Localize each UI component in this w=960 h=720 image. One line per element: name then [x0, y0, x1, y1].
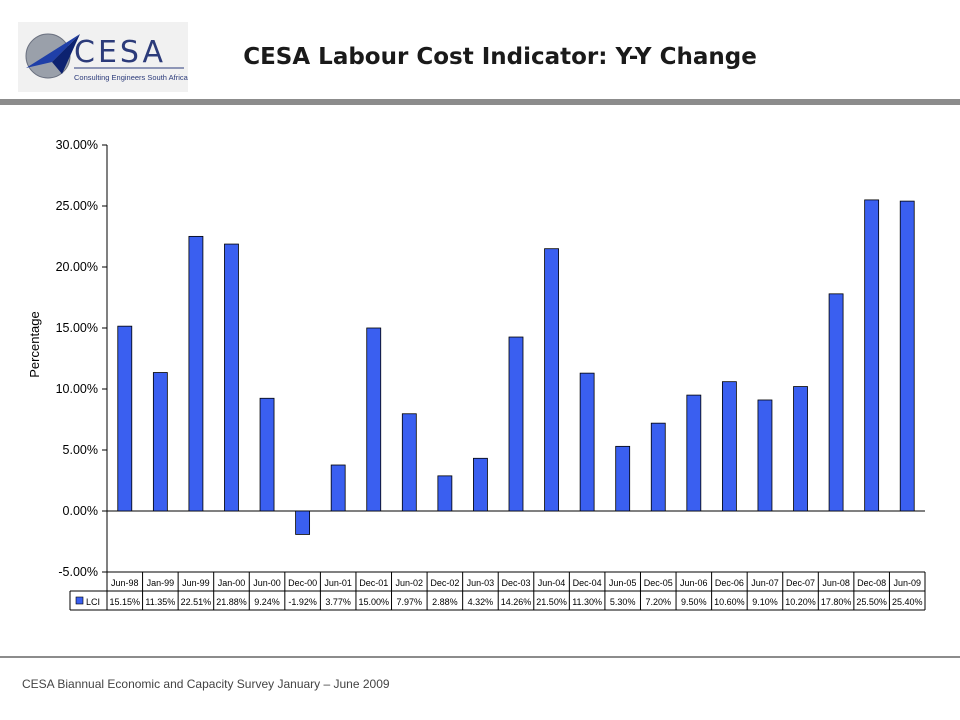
x-tick-label: Jun-08	[822, 578, 850, 588]
bar	[686, 394, 702, 512]
data-label: 11.35%	[145, 597, 175, 607]
bar	[259, 397, 275, 512]
data-label: 25.50%	[856, 597, 887, 607]
data-label: -1.92%	[288, 597, 317, 607]
bar	[899, 200, 915, 512]
data-label: 10.20%	[785, 597, 816, 607]
x-tick-label: Jun-09	[893, 578, 921, 588]
logo-text: CESA	[74, 35, 166, 70]
y-tick-label: -5.00%	[58, 565, 98, 579]
bar	[544, 248, 559, 512]
y-tick-label: 15.00%	[56, 321, 98, 335]
data-label: 14.26%	[501, 597, 532, 607]
bar	[152, 372, 168, 512]
x-tick-label: Dec-03	[501, 578, 530, 588]
bar	[793, 386, 808, 512]
footer-text: CESA Biannual Economic and Capacity Surv…	[22, 677, 390, 691]
bar	[224, 243, 239, 512]
header-divider	[0, 99, 960, 105]
y-tick-label: 25.00%	[56, 199, 98, 213]
data-label: 11.30%	[572, 597, 602, 607]
data-label: 22.51%	[181, 597, 212, 607]
x-tick-label: Dec-02	[430, 578, 459, 588]
x-tick-label: Jun-04	[538, 578, 566, 588]
x-tick-label: Jun-01	[324, 578, 352, 588]
x-tick-label: Dec-06	[715, 578, 744, 588]
x-tick-label: Jun-07	[751, 578, 779, 588]
bar	[828, 293, 844, 512]
data-label: 5.30%	[610, 597, 636, 607]
logo-subtitle: Consulting Engineers South Africa	[74, 73, 188, 82]
bar	[508, 336, 524, 512]
data-label: 21.88%	[216, 597, 247, 607]
bar	[579, 372, 595, 512]
bar-chart: -5.00% 0.00% 5.00% 10.00% 15.00% 20.00% 25.00%…	[27, 138, 926, 611]
bar	[757, 399, 773, 512]
data-label: 7.20%	[645, 597, 671, 607]
data-label: 25.40%	[892, 597, 923, 607]
data-label: 15.15%	[110, 597, 141, 607]
y-tick-label: 5.00%	[63, 443, 98, 457]
x-tick-label: Dec-04	[573, 578, 602, 588]
bar	[188, 235, 204, 512]
y-axis-title: Percentage	[27, 311, 42, 378]
x-tick-label: Dec-05	[644, 578, 673, 588]
bar	[366, 327, 382, 512]
x-tick-label: Jun-00	[253, 578, 281, 588]
bar	[295, 510, 311, 535]
page-title: CESA Labour Cost Indicator: Y-Y Change	[243, 44, 757, 70]
bar	[117, 325, 133, 512]
data-label: 10.60%	[714, 597, 745, 607]
data-label: 15.00%	[358, 597, 389, 607]
legend-label: LCI	[86, 597, 100, 607]
x-tick-label: Dec-08	[857, 578, 886, 588]
bar	[615, 445, 631, 512]
bar	[721, 381, 737, 512]
x-tick-label: Jun-06	[680, 578, 708, 588]
bar	[330, 464, 346, 512]
x-tick-label: Jun-99	[182, 578, 210, 588]
data-label: 9.10%	[752, 597, 778, 607]
data-label: 3.77%	[325, 597, 351, 607]
bar	[864, 199, 880, 512]
footer-divider	[0, 656, 960, 658]
x-tick-label: Jun-05	[609, 578, 637, 588]
x-tick-label: Jun-02	[396, 578, 424, 588]
bar	[473, 457, 488, 512]
data-label: 9.50%	[681, 597, 707, 607]
cesa-logo: CESA Consulting Engineers South Africa	[18, 22, 189, 92]
legend-swatch	[75, 596, 84, 605]
x-tick-label: Jun-03	[467, 578, 495, 588]
x-tick-label: Jun-98	[111, 578, 139, 588]
bar	[650, 422, 666, 512]
data-label: 21.50%	[536, 597, 567, 607]
data-label: 9.24%	[254, 597, 280, 607]
x-tick-label: Dec-01	[359, 578, 388, 588]
data-label: 17.80%	[821, 597, 852, 607]
y-tick-label: 10.00%	[56, 382, 98, 396]
bar	[401, 413, 417, 512]
bar	[437, 475, 453, 512]
y-tick-label: 0.00%	[63, 504, 98, 518]
y-tick-label: 20.00%	[56, 260, 98, 274]
x-tick-label: Jan-99	[147, 578, 175, 588]
x-tick-label: Dec-00	[288, 578, 317, 588]
x-tick-label: Dec-07	[786, 578, 815, 588]
data-label: 4.32%	[468, 597, 494, 607]
x-tick-label: Jan-00	[218, 578, 246, 588]
y-tick-label: 30.00%	[56, 138, 98, 152]
data-label: 7.97%	[397, 597, 423, 607]
data-label: 2.88%	[432, 597, 458, 607]
